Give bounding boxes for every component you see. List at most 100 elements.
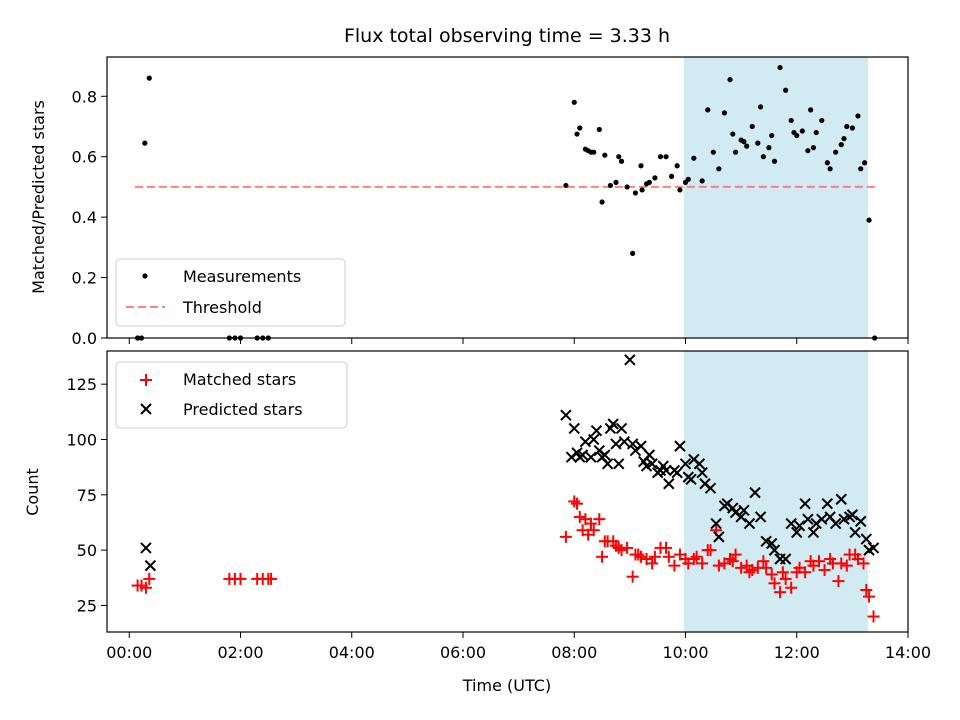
predicted-point (671, 466, 683, 479)
matched-point (746, 564, 759, 577)
measurement-point (727, 77, 733, 83)
matched-point (735, 561, 748, 574)
predicted-point (749, 486, 761, 499)
predicted-point (579, 436, 592, 448)
predicted-point (585, 451, 597, 463)
matched-point (265, 572, 278, 585)
measurement-point (639, 187, 645, 193)
measurement-point (849, 125, 855, 131)
matched-point (743, 566, 756, 579)
measurement-point (685, 176, 691, 182)
matched-point (760, 561, 773, 574)
measurement-point (699, 178, 705, 184)
measurement-point (596, 126, 602, 133)
predicted-point (610, 438, 622, 450)
matched-point (593, 513, 606, 526)
matched-point (867, 610, 880, 623)
matched-point (840, 559, 853, 572)
measurement-point (827, 166, 833, 172)
top-x-ticks (128, 338, 909, 344)
predicted-point (590, 424, 603, 437)
measurement-point (766, 145, 772, 151)
predicted-point (867, 542, 880, 554)
measurement-point (755, 140, 761, 146)
x-tick-label: 12:00 (774, 643, 820, 662)
measurement-point (808, 107, 814, 113)
bottom-shaded-span (683, 351, 868, 632)
matched-point (573, 510, 586, 523)
matched-point (712, 559, 725, 572)
predicted-point (807, 526, 820, 539)
measurement-point (749, 123, 755, 130)
top-shaded-span (683, 57, 868, 338)
top-panel: 0.00.20.40.60.8 Matched/Predicted stars … (29, 56, 909, 348)
predicted-point (618, 436, 631, 448)
predicted-point (588, 433, 600, 446)
matched-point (632, 548, 645, 561)
measurement-point (862, 160, 868, 166)
measurement-point (794, 132, 800, 139)
matched-point (776, 566, 789, 579)
predicted-point (713, 531, 725, 543)
bottom-legend-box (115, 361, 348, 429)
matched-point (584, 517, 597, 530)
chart-title: Flux total observing time = 3.33 h (344, 25, 670, 47)
matched-point (615, 544, 628, 557)
measurement-point (652, 175, 658, 181)
predicted-point (738, 504, 750, 517)
matched-point (626, 570, 639, 583)
y-tick-label: 75 (77, 486, 97, 505)
matched-series (131, 495, 880, 623)
measurement-point (591, 149, 597, 155)
predicted-point (560, 409, 572, 421)
matched-point (768, 577, 781, 590)
measurement-point (769, 132, 775, 139)
matched-point (757, 555, 770, 568)
measurement-point (710, 149, 716, 155)
legend-measurements: Measurements (183, 267, 301, 286)
predicted-point (791, 526, 803, 539)
predicted-point (599, 449, 611, 461)
measurement-point (705, 107, 711, 113)
measurement-point (844, 123, 850, 130)
predicted-point (679, 458, 692, 470)
predicted-point (785, 517, 797, 530)
predicted-series (140, 354, 880, 572)
y-tick-label: 0.4 (72, 208, 97, 227)
matched-point (726, 555, 739, 568)
bottom-panel: 25 50 75 100 125 00:00 02:00 04:00 06:00 08:00 10… (23, 350, 931, 695)
measurement-point (716, 166, 722, 172)
x-tick-label: 06:00 (440, 643, 486, 662)
measurement-point (616, 154, 622, 160)
top-y-axis: 0.0 0.2 0.4 0.6 0.8 (72, 87, 107, 348)
measurement-point (674, 163, 680, 169)
matched-point (621, 541, 634, 554)
matched-point (568, 495, 581, 508)
y-tick-label: 0.8 (72, 87, 97, 106)
y-tick-label: 50 (77, 541, 97, 560)
predicted-point (855, 515, 867, 528)
measurement-point (841, 135, 847, 142)
matched-point (863, 590, 876, 603)
top-legend-box (115, 258, 346, 327)
predicted-point (607, 418, 619, 430)
measurement-point (571, 99, 577, 105)
matched-point (668, 559, 681, 572)
measurement-point (668, 173, 675, 179)
x-axis-label: Time (UTC) (462, 676, 551, 695)
matched-point (835, 557, 848, 570)
matched-point (860, 583, 873, 596)
measurement-point (624, 184, 630, 190)
y-tick-label: 100 (66, 431, 97, 450)
measurement-point (563, 182, 569, 189)
measurement-point (607, 182, 614, 189)
legend-matched: Matched stars (183, 370, 296, 389)
measurement-point (757, 104, 764, 110)
measurement-point (833, 149, 839, 155)
predicted-point (626, 438, 639, 450)
predicted-point (846, 509, 859, 521)
predicted-point (829, 517, 842, 530)
matched-point (779, 572, 792, 585)
predicted-point (693, 458, 706, 470)
